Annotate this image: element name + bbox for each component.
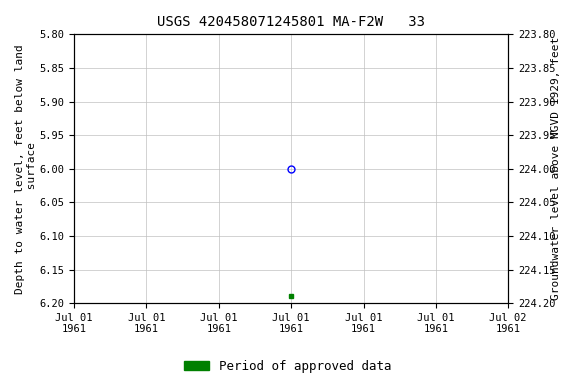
Title: USGS 420458071245801 MA-F2W   33: USGS 420458071245801 MA-F2W 33 xyxy=(157,15,425,29)
Y-axis label: Depth to water level, feet below land
 surface: Depth to water level, feet below land su… xyxy=(15,44,37,294)
Y-axis label: Groundwater level above NGVD 1929, feet: Groundwater level above NGVD 1929, feet xyxy=(551,37,561,300)
Legend: Period of approved data: Period of approved data xyxy=(179,355,397,378)
